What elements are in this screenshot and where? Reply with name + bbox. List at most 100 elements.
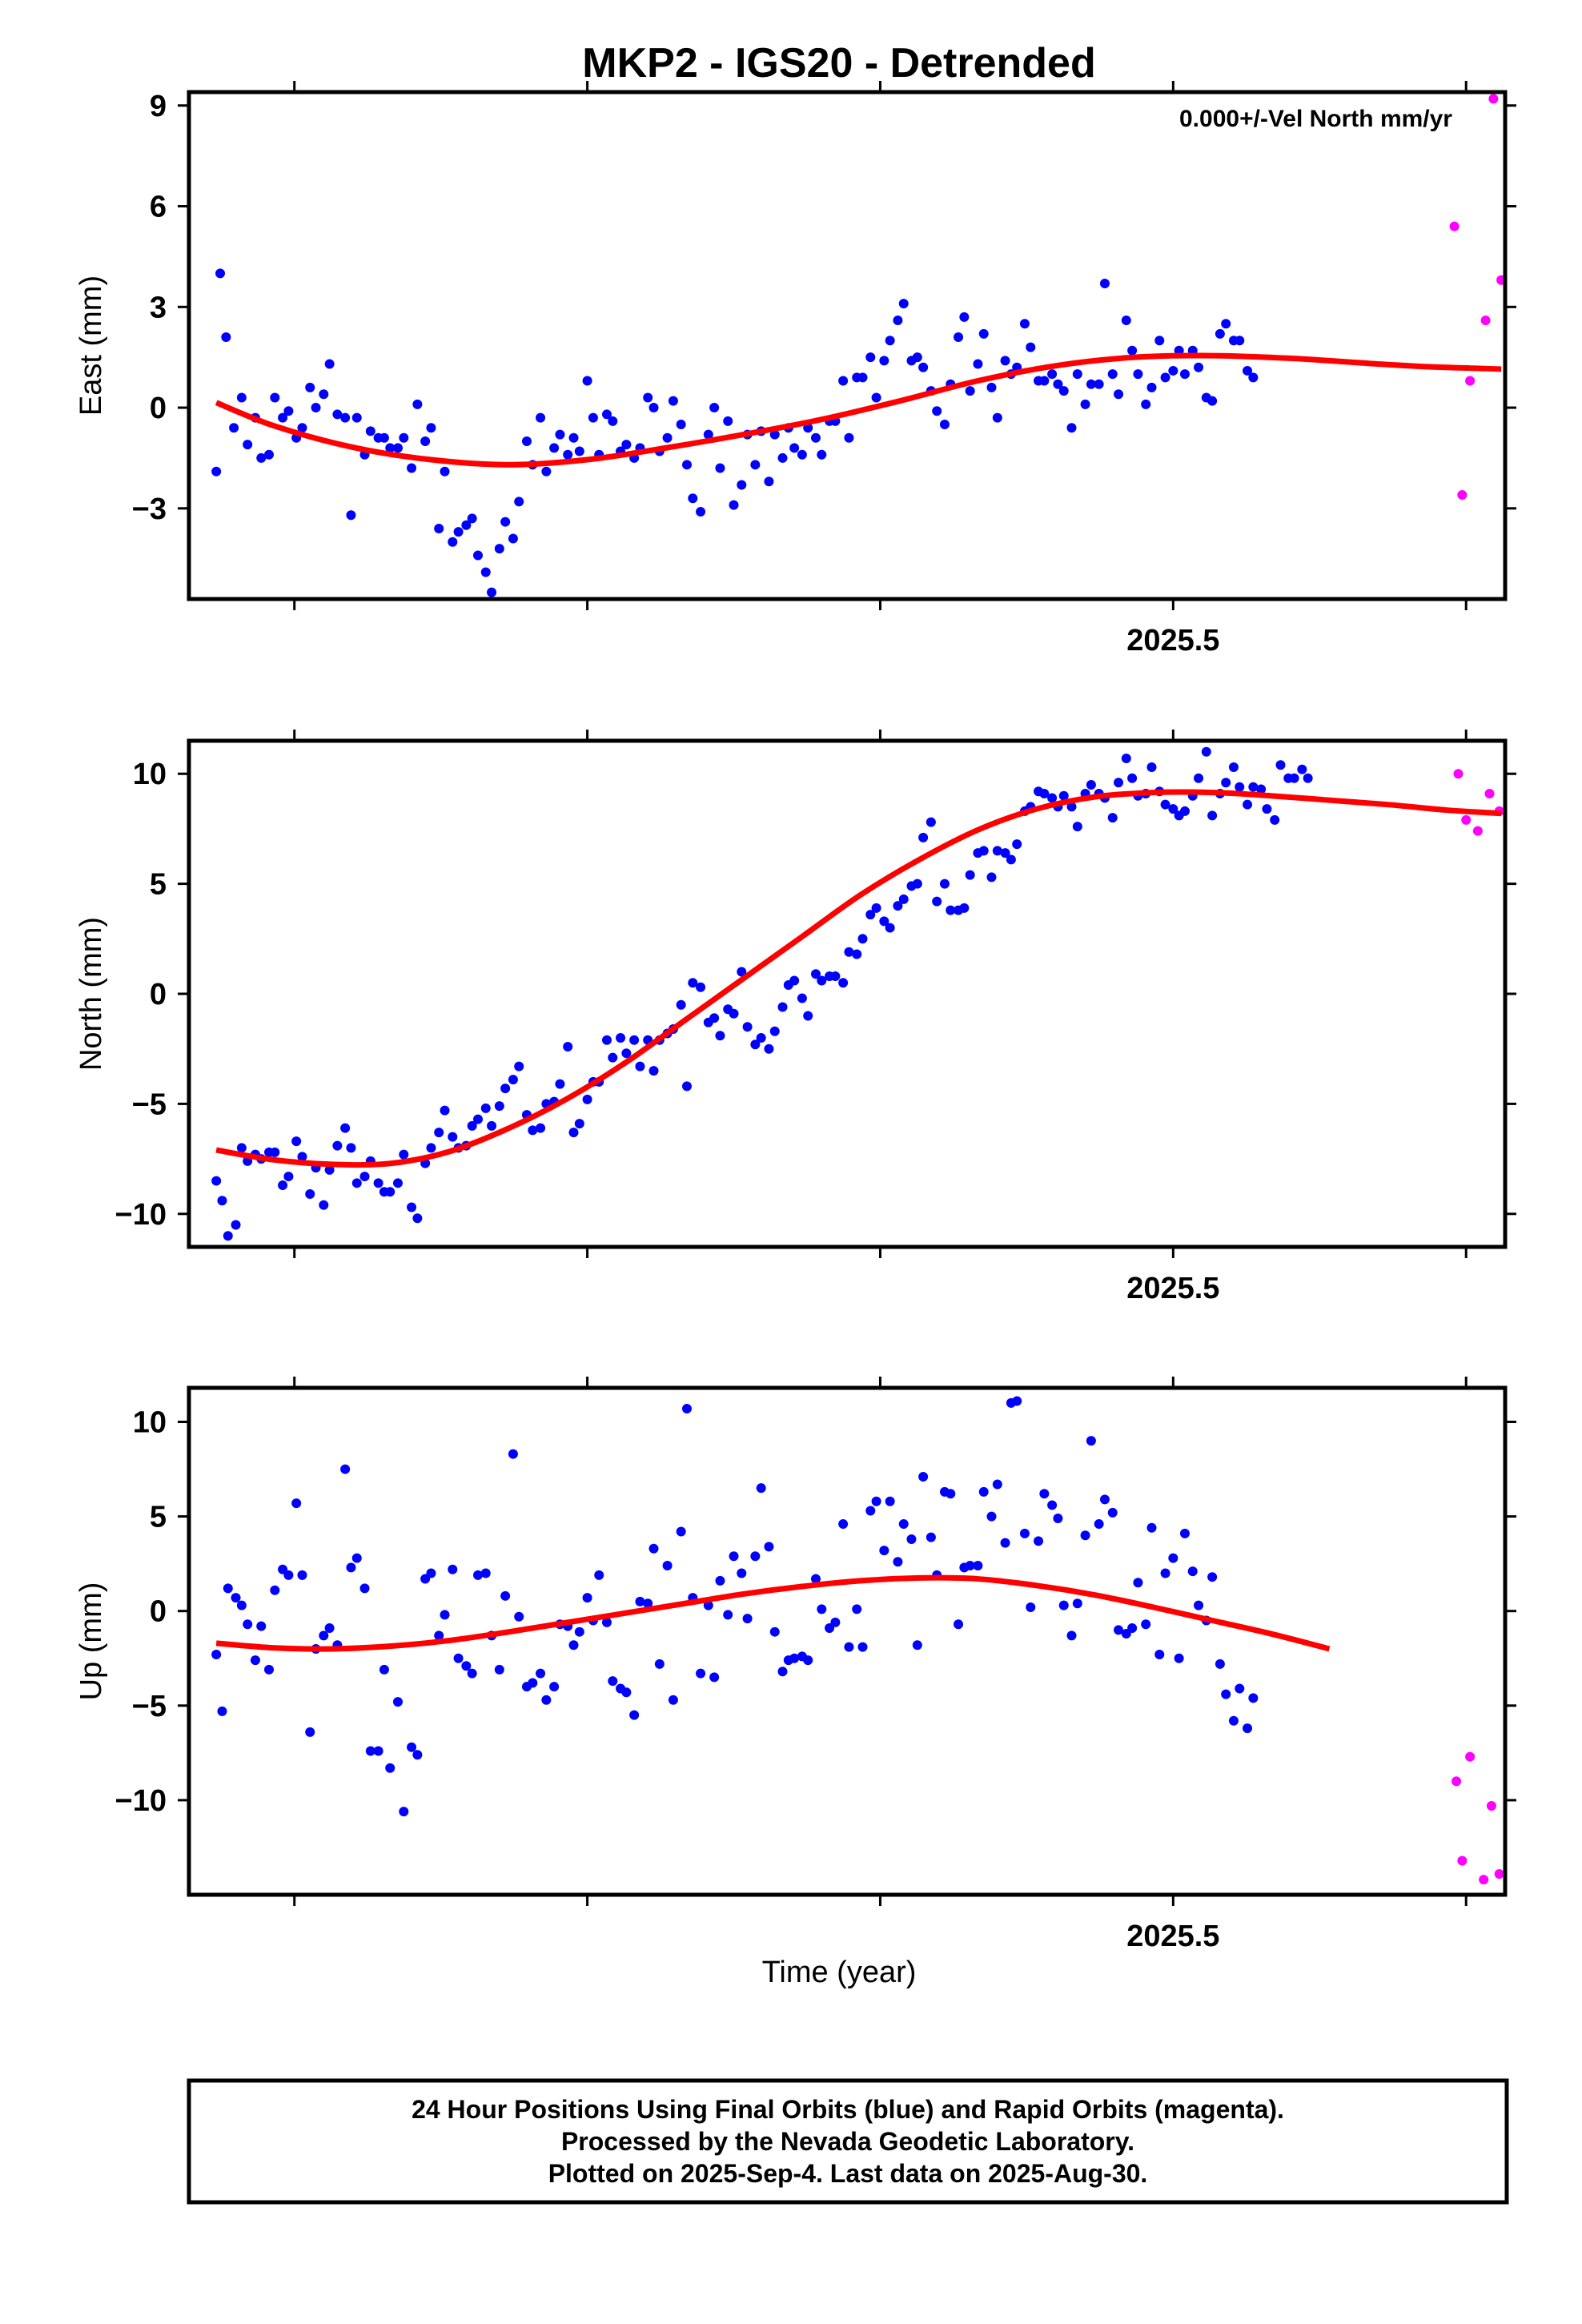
up-final-orbit-point <box>541 1695 552 1705</box>
east-final-orbit-point <box>1127 345 1138 356</box>
east-y-axis-label: East (mm) <box>74 275 108 416</box>
up-final-orbit-point <box>662 1561 673 1571</box>
up-ytick-label: −5 <box>132 1690 167 1723</box>
north-final-orbit-point <box>844 947 854 957</box>
up-ytick-label: 10 <box>133 1406 167 1440</box>
up-final-orbit-point <box>1228 1715 1239 1726</box>
north-final-orbit-point <box>514 1061 524 1072</box>
east-final-orbit-point <box>574 446 584 456</box>
east-final-orbit-point <box>1215 328 1225 339</box>
up-final-orbit-point <box>1133 1578 1143 1588</box>
east-final-orbit-point <box>346 510 356 521</box>
up-final-orbit-point <box>359 1583 370 1594</box>
east-final-orbit-point <box>332 409 343 420</box>
east-final-orbit-point <box>797 449 807 460</box>
footer-line-3: Plotted on 2025-Sep-4. Last data on 2025… <box>548 2159 1148 2188</box>
north-final-orbit-point <box>223 1231 233 1241</box>
up-final-orbit-point <box>1066 1630 1077 1641</box>
east-final-orbit-point <box>1086 379 1096 389</box>
east-final-orbit-point <box>709 403 720 413</box>
up-final-orbit-point <box>594 1570 604 1580</box>
north-final-orbit-point <box>621 1048 632 1059</box>
east-final-orbit-point <box>549 443 560 453</box>
east-final-orbit-point <box>434 523 444 533</box>
north-final-orbit-point <box>918 832 929 842</box>
up-final-orbit-point <box>709 1672 720 1683</box>
up-final-orbit-point <box>918 1472 929 1482</box>
north-plot-frame <box>187 738 1508 1249</box>
x-axis-label: Time (year) <box>762 1956 917 1989</box>
east-final-orbit-point <box>392 443 403 453</box>
east-final-orbit-point <box>857 372 868 383</box>
north-final-orbit-point <box>340 1123 351 1133</box>
east-final-orbit-point <box>893 316 903 326</box>
north-final-orbit-point <box>709 1013 720 1023</box>
up-final-orbit-point <box>508 1449 518 1459</box>
east-final-orbit-point <box>311 403 321 413</box>
north-final-orbit-point <box>373 1178 383 1188</box>
north-final-orbit-point <box>359 1172 370 1182</box>
east-final-orbit-point <box>379 432 389 443</box>
north-final-orbit-point <box>392 1178 403 1188</box>
east-final-orbit-point <box>844 432 854 443</box>
north-final-orbit-point <box>810 969 821 979</box>
up-rapid-orbit-point <box>1457 1856 1468 1866</box>
up-final-orbit-point <box>769 1626 780 1637</box>
east-final-orbit-point <box>1114 389 1124 400</box>
north-final-orbit-point <box>777 1002 788 1012</box>
up-final-orbit-point <box>756 1483 766 1494</box>
up-final-orbit-point <box>480 1568 491 1578</box>
up-final-orbit-point <box>789 1653 800 1663</box>
east-final-orbit-point <box>789 443 800 453</box>
up-final-orbit-point <box>319 1630 329 1641</box>
up-final-orbit-point <box>865 1506 876 1516</box>
north-y-axis-label: North (mm) <box>74 917 108 1071</box>
east-panel: 9 6 3 0 −3 2025.5 East (mm) <box>74 81 1516 657</box>
east-final-orbit-point <box>918 362 929 372</box>
up-final-orbit-point <box>879 1546 889 1556</box>
east-final-orbit-point <box>399 432 409 443</box>
north-final-orbit-point <box>737 967 747 977</box>
north-final-orbit-point <box>1228 762 1239 772</box>
east-rapid-orbit-point <box>1457 490 1468 501</box>
north-panel: 10 5 0 −5 −10 2025.5 North (mm) <box>74 730 1516 1305</box>
east-final-orbit-point <box>1248 372 1259 383</box>
east-final-orbit-point <box>601 409 612 420</box>
up-final-orbit-point <box>1072 1598 1082 1609</box>
up-final-orbit-point <box>648 1543 659 1554</box>
east-final-orbit-point <box>420 436 431 446</box>
east-rapid-orbit-point <box>1488 94 1499 104</box>
north-final-orbit-point <box>467 1120 477 1131</box>
up-final-orbit-point <box>912 1640 922 1651</box>
north-xtick-label: 2025.5 <box>1126 1272 1219 1305</box>
north-final-orbit-point <box>1262 804 1272 814</box>
north-final-orbit-point <box>1000 848 1010 858</box>
up-final-orbit-point <box>898 1519 909 1530</box>
up-final-orbit-point <box>1099 1494 1110 1505</box>
east-final-orbit-point <box>541 466 552 476</box>
up-final-orbit-point <box>681 1403 692 1413</box>
up-final-orbit-point <box>1053 1513 1063 1523</box>
east-final-orbit-point <box>221 332 231 343</box>
east-ytick-label: −3 <box>132 493 167 526</box>
up-final-orbit-point <box>426 1568 436 1578</box>
north-final-orbit-point <box>217 1196 227 1206</box>
east-final-orbit-point <box>472 550 483 561</box>
up-rapid-orbit-point <box>1486 1800 1496 1811</box>
east-final-orbit-point <box>1080 399 1090 409</box>
north-ytick-label: 5 <box>150 868 167 902</box>
up-final-orbit-point <box>1094 1519 1104 1530</box>
up-rapid-orbit-point <box>1452 1776 1462 1787</box>
up-final-orbit-point <box>223 1583 233 1594</box>
north-ytick-label: 10 <box>133 758 167 791</box>
up-final-orbit-point <box>574 1626 584 1637</box>
north-final-orbit-point <box>871 903 881 913</box>
north-final-orbit-point <box>893 901 903 911</box>
east-plot-frame <box>187 90 1508 601</box>
east-final-orbit-point <box>555 429 565 440</box>
east-final-orbit-point <box>1019 319 1030 329</box>
north-final-orbit-point <box>912 879 922 889</box>
east-final-orbit-point <box>643 392 653 403</box>
east-final-orbit-point <box>453 527 464 537</box>
north-final-orbit-point <box>803 1011 813 1021</box>
